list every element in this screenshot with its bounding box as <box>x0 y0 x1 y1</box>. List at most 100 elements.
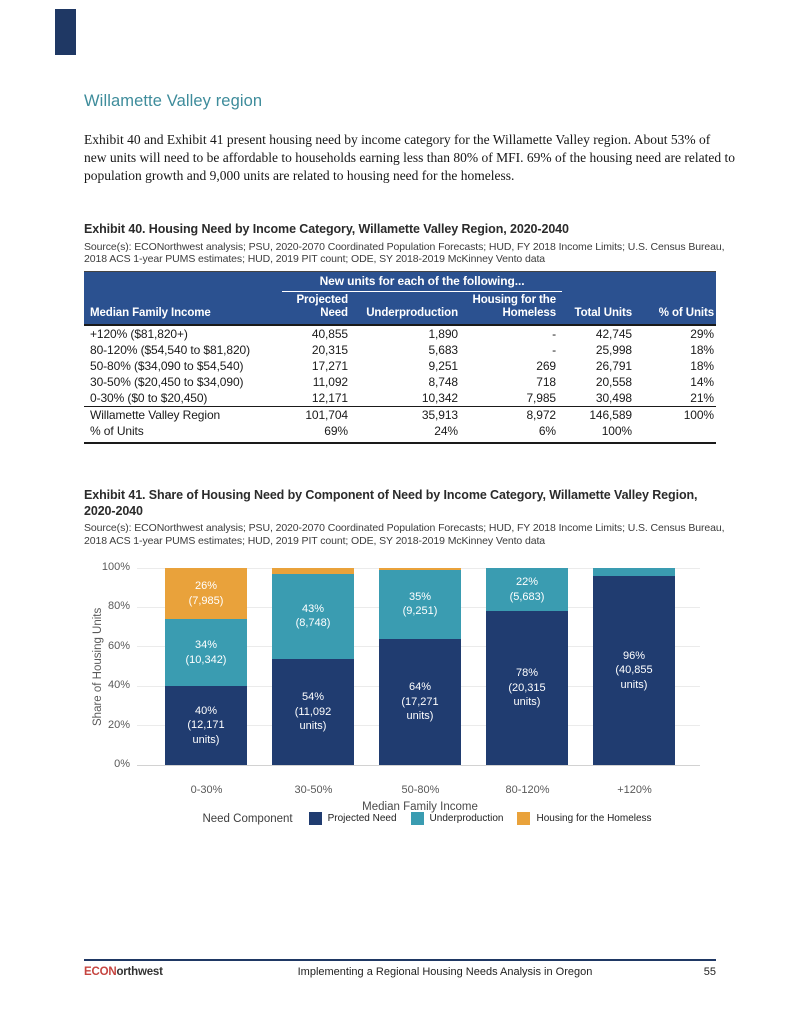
bar-segment <box>593 568 675 576</box>
exhibit-41-header: Exhibit 41. Share of Housing Need by Com… <box>84 488 728 547</box>
y-tick-label: 100% <box>101 561 130 573</box>
table-cell: 11,092 <box>312 374 348 389</box>
table-cell: 26,791 <box>595 358 632 373</box>
legend-swatch <box>308 812 322 825</box>
table-cell: 14% <box>690 374 714 389</box>
table-group-header-label: New units for each of the following... <box>282 275 562 292</box>
x-axis-title: Median Family Income <box>362 801 478 813</box>
table-cell: 269 <box>536 358 556 373</box>
legend-item: Housing for the Homeless <box>517 812 652 825</box>
table-header-spacer <box>564 271 716 292</box>
exhibit-40-header: Exhibit 40. Housing Need by Income Categ… <box>84 222 728 266</box>
table-cell: 100% <box>601 423 632 438</box>
table-cell <box>640 423 716 443</box>
legend-swatch <box>517 812 531 825</box>
table-cell: 9,251 <box>428 358 458 373</box>
bar-label: 96% (40,855 units) <box>615 649 653 691</box>
table-row: 0-30% ($0 to $20,450) 12,171 10,342 7,985 30… <box>84 390 716 407</box>
legend-item: Underproduction <box>410 812 504 825</box>
table-cell: 6% <box>538 423 556 438</box>
bar-segment: 40% (12,171 units) <box>165 686 247 765</box>
exhibit-41-source: Source(s): ECONorthwest analysis; PSU, 2… <box>84 522 725 547</box>
table-cell: 30-50% ($20,450 to $34,090) <box>90 374 244 389</box>
bar-label: 22% (5,683) <box>509 576 545 603</box>
table-column-header-row: Median Family Income Projected Need Unde… <box>84 292 716 325</box>
table-cell: 20,558 <box>595 374 632 389</box>
col-header-housing-for-the-homeless: Housing for the Homeless <box>466 292 564 325</box>
bar-segment: 78% (20,315 units) <box>486 611 568 765</box>
x-tick-label: +120% <box>617 784 652 796</box>
y-tick-label: 0% <box>114 758 130 770</box>
logo-econ: ECON <box>84 966 117 978</box>
table-row: 30-50% ($20,450 to $34,090) 11,092 8,748 71… <box>84 374 716 390</box>
legend-label: Underproduction <box>429 813 504 824</box>
y-axis-title: Share of Housing Units <box>92 607 104 726</box>
table-cell: 100% <box>640 406 716 423</box>
table-cell: - <box>552 326 556 341</box>
table-cell: 146,589 <box>564 406 640 423</box>
table-row: Willamette Valley Region 101,704 35,913 8,9… <box>84 406 716 423</box>
table-cell: 101,704 <box>280 406 356 423</box>
bar-segment: 64% (17,271 units) <box>379 638 461 765</box>
exhibit-40-caption: Exhibit 40. Housing Need by Income Categ… <box>84 222 569 236</box>
footer-title: Implementing a Regional Housing Needs An… <box>297 966 593 978</box>
table-cell: 50-80% ($34,090 to $54,540) <box>90 358 244 373</box>
col-header-underproduction: Underproduction <box>356 292 466 325</box>
bar-segment <box>272 568 354 574</box>
y-tick-label: 40% <box>107 679 130 692</box>
table-cell: 17,271 <box>311 358 348 373</box>
bar-label: 34% (10,342) <box>185 639 227 666</box>
table-cell: 8,972 <box>466 406 564 423</box>
legend-label: Housing for the Homeless <box>536 813 652 824</box>
col-header-percent-of-units: % of Units <box>640 292 716 325</box>
x-tick-label: 0-30% <box>190 784 223 796</box>
table-cell: 42,745 <box>595 326 632 341</box>
table-cell: - <box>552 342 556 357</box>
econorthwest-logo: ECONorthwest <box>84 966 234 978</box>
table-cell: 35,913 <box>356 406 466 423</box>
table-cell: 1,890 <box>428 326 458 341</box>
table-cell: 718 <box>536 374 556 389</box>
table-cell: 29% <box>690 326 714 341</box>
bar-label: 64% (17,271 units) <box>401 681 439 723</box>
table-cell: 8,748 <box>428 374 458 389</box>
bar-segment: 26% (7,985) <box>165 568 247 620</box>
bar-label: 26% (7,985) <box>188 580 224 607</box>
x-tick-label: 80-120% <box>505 784 550 796</box>
y-tick-label: 60% <box>107 639 130 652</box>
section-heading: Willamette Valley region <box>84 92 263 110</box>
table-cell: 30,498 <box>595 390 632 405</box>
table-group-header-cell: New units for each of the following... <box>280 271 564 292</box>
table-row: +120% ($81,820+) 40,855 1,890 - 42,745 29% <box>84 325 716 342</box>
x-tick-label: 50-80% <box>401 784 440 796</box>
bar-label: 40% (12,171 units) <box>187 704 225 746</box>
exhibit-40-source: Source(s): ECONorthwest analysis; PSU, 2… <box>84 240 725 266</box>
col-header-projected-need: Projected Need <box>280 292 356 325</box>
table-cell: 21% <box>690 390 714 405</box>
table-cell: 7,985 <box>526 390 556 405</box>
table-header: New units for each of the following... M… <box>84 271 716 325</box>
stacked-bar-chart: 0% 20% 40% 60% 80% 100% Share of Housing Units… <box>84 558 744 818</box>
y-tick-label: 20% <box>107 718 130 731</box>
table-cell: 20,315 <box>311 342 348 357</box>
body-paragraph: Exhibit 40 and Exhibit 41 present housin… <box>84 132 735 183</box>
legend-title: Need Component <box>202 812 293 825</box>
gridline <box>137 764 700 766</box>
legend-item: Projected Need <box>308 812 397 825</box>
col-header-total-units: Total Units <box>564 292 640 325</box>
bar-label: 78% (20,315 units) <box>508 667 546 709</box>
legend-swatch <box>410 812 424 825</box>
table-header-spacer <box>84 271 280 292</box>
table-row: 50-80% ($34,090 to $54,540) 17,271 9,251 26… <box>84 358 716 374</box>
bar-segment: 96% (40,855 units) <box>593 575 675 765</box>
bar-label: 35% (9,251) <box>402 590 438 618</box>
table-row: % of Units 69% 24% 6% 100% <box>84 423 716 443</box>
legend: Need Component Projected Need Underproduct… <box>84 812 744 825</box>
bar-segment: 34% (10,342) <box>165 619 247 687</box>
x-tick-label: 30-50% <box>294 784 333 796</box>
page-corner-mark <box>55 9 76 55</box>
bar-label: 43% (8,748) <box>295 602 331 630</box>
table-cell: 69% <box>324 423 348 438</box>
table-cell: 5,683 <box>428 342 458 357</box>
bar-segment: 35% (9,251) <box>379 569 461 639</box>
